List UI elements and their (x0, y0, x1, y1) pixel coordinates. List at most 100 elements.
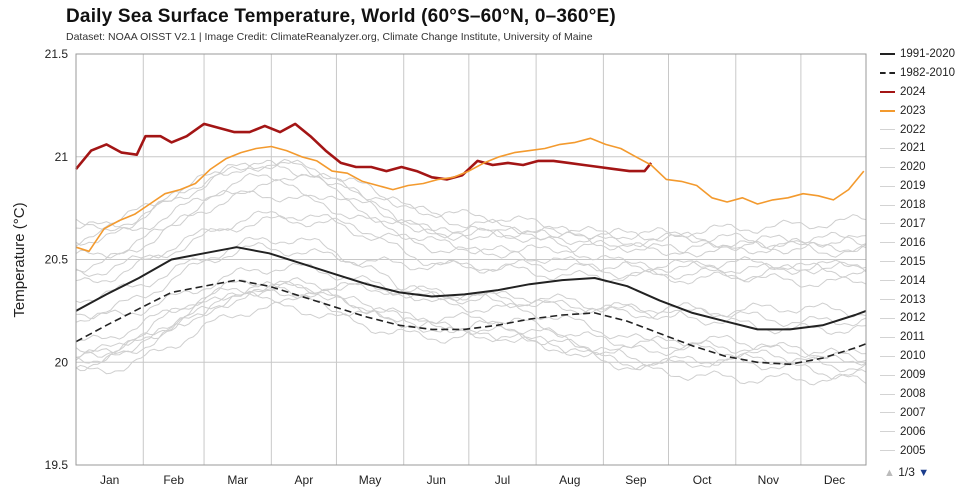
legend-item-2006[interactable]: 2006 (880, 423, 973, 442)
legend-swatch (880, 336, 895, 338)
legend-label: 2011 (900, 331, 925, 344)
line-2009 (75, 277, 867, 361)
legend-swatch (880, 52, 895, 55)
line-2024 (74, 122, 653, 181)
y-tick-label: 20.5 (45, 253, 69, 267)
legend-item-2023[interactable]: 2023 (880, 102, 973, 121)
legend-item-2021[interactable]: 2021 (880, 139, 973, 158)
legend-item-2024[interactable]: 2024 (880, 83, 973, 102)
x-tick-label-dec: Dec (824, 473, 845, 487)
legend-item-2017[interactable]: 2017 (880, 215, 973, 234)
chart-title: Daily Sea Surface Temperature, World (60… (66, 6, 616, 27)
y-axis-label: Temperature (°C) (11, 202, 28, 317)
line-1991-2020 (75, 246, 867, 331)
legend-label: 2012 (900, 312, 926, 325)
y-tick-label: 19.5 (45, 458, 69, 472)
legend-swatch (880, 242, 895, 244)
legend-swatch (880, 129, 895, 131)
legend-item-2007[interactable]: 2007 (880, 404, 973, 423)
legend-swatch (880, 71, 895, 74)
line-2006 (75, 290, 867, 372)
x-tick-label-mar: Mar (227, 473, 248, 487)
legend-item-2018[interactable]: 2018 (880, 196, 973, 215)
line-2017 (75, 190, 867, 275)
x-tick-label-jun: Jun (427, 473, 446, 487)
legend-item-2009[interactable]: 2009 (880, 366, 973, 385)
highlight-series-lines (74, 122, 867, 366)
legend-label: 2020 (900, 161, 926, 174)
legend-swatch (880, 147, 895, 149)
line-2018 (75, 210, 867, 285)
legend-swatch (880, 223, 895, 225)
legend-item-2013[interactable]: 2013 (880, 291, 973, 310)
legend-label: 2019 (900, 180, 926, 193)
line-2022 (75, 159, 867, 240)
legend-item-2016[interactable]: 2016 (880, 234, 973, 253)
x-tick-label-apr: Apr (295, 473, 314, 487)
legend-item-2010[interactable]: 2010 (880, 347, 973, 366)
legend-swatch (880, 185, 895, 187)
legend-label: 2023 (900, 104, 926, 117)
line-2013 (75, 262, 867, 323)
legend-item-1982-2010[interactable]: 1982-2010 (880, 64, 973, 83)
line-2020 (75, 159, 867, 255)
plot-frame (75, 53, 867, 466)
legend-item-2008[interactable]: 2008 (880, 385, 973, 404)
legend-item-2012[interactable]: 2012 (880, 309, 973, 328)
x-axis-ticks: Jan Feb Mar Apr May Jun Jul Aug Sep Oct Nov Dec (100, 473, 845, 487)
legend-label: 2006 (900, 425, 926, 438)
triangle-down-icon[interactable]: ▼ (918, 467, 930, 479)
legend-item-1991-2020[interactable]: 1991-2020 (880, 45, 973, 64)
legend-item-2015[interactable]: 2015 (880, 253, 973, 272)
legend-item-2022[interactable]: 2022 (880, 121, 973, 140)
x-tick-label-oct: Oct (693, 473, 712, 487)
legend-swatch (880, 280, 895, 282)
legend-label: 2022 (900, 123, 926, 136)
legend-swatch (880, 204, 895, 206)
legend-swatch (880, 90, 895, 93)
legend-label: 2005 (900, 444, 926, 457)
line-2023 (75, 137, 865, 253)
line-2021 (75, 172, 867, 257)
legend-item-2014[interactable]: 2014 (880, 272, 973, 291)
x-tick-label-feb: Feb (163, 473, 184, 487)
line-2015 (75, 215, 867, 284)
line-2007 (75, 288, 867, 386)
gridlines (76, 53, 866, 466)
legend-label: 2015 (900, 255, 926, 268)
legend: 1991-2020 1982-2010 2024 2023 2022 2021 2020 20… (880, 45, 973, 461)
legend-label: 2021 (900, 142, 926, 155)
line-1982-2010 (75, 279, 867, 366)
legend-label: 2017 (900, 218, 926, 231)
legend-item-2020[interactable]: 2020 (880, 158, 973, 177)
legend-swatch (880, 109, 895, 112)
y-tick-label: 21 (55, 150, 69, 164)
chart-subtitle: Dataset: NOAA OISST V2.1 | Image Credit:… (66, 31, 593, 43)
legend-swatch (880, 431, 895, 433)
legend-swatch (880, 393, 895, 395)
triangle-up-icon[interactable]: ▲ (884, 467, 895, 479)
legend-label: 2013 (900, 293, 926, 306)
legend-item-2019[interactable]: 2019 (880, 177, 973, 196)
legend-item-2011[interactable]: 2011 (880, 328, 973, 347)
legend-label: 2018 (900, 199, 926, 212)
legend-label: 2009 (900, 369, 926, 382)
line-2011 (75, 281, 867, 360)
legend-label: 2008 (900, 388, 926, 401)
x-tick-label-jan: Jan (100, 473, 119, 487)
legend-item-2005[interactable]: 2005 (880, 442, 973, 461)
x-tick-label-nov: Nov (758, 473, 779, 487)
legend-swatch (880, 261, 895, 263)
legend-label: 2014 (900, 274, 926, 287)
line-2010 (75, 236, 867, 363)
line-2014 (75, 242, 867, 320)
legend-swatch (880, 317, 895, 319)
x-tick-label-jul: Jul (495, 473, 510, 487)
legend-swatch (880, 374, 895, 376)
legend-swatch (880, 166, 895, 168)
page-indicator: 1/3 (898, 465, 915, 479)
legend-label: 2007 (900, 406, 926, 419)
y-axis-ticks: 19.5 20 20.5 21 21.5 (45, 47, 69, 472)
legend-swatch (880, 355, 895, 357)
